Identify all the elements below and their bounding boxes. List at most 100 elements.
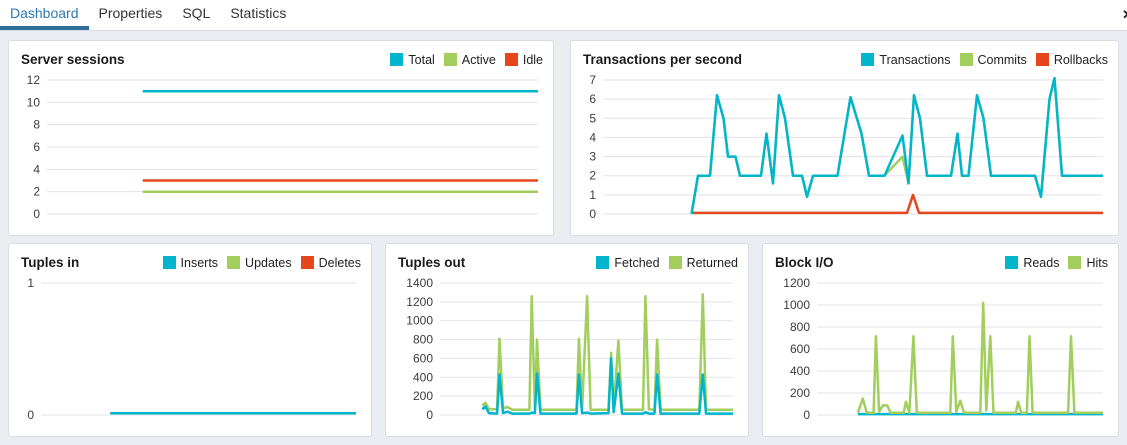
block-io-chart: 0 200 400 600 800 1000 1200 (771, 276, 1108, 430)
svg-text:400: 400 (790, 364, 810, 378)
legend-swatch-rollbacks (1035, 53, 1049, 66)
svg-text:0: 0 (803, 408, 810, 422)
svg-text:600: 600 (413, 351, 433, 365)
legend: Total Active Idle (390, 53, 543, 67)
panel-title: Block I/O (775, 255, 834, 270)
chart-svg: 0 200 400 600 800 1000 1200 1400 (406, 276, 733, 422)
panel-title: Server sessions (21, 52, 125, 67)
tab-properties[interactable]: Properties (98, 5, 163, 21)
legend-item: Idle (504, 52, 543, 67)
svg-text:6: 6 (33, 140, 40, 154)
legend-label: Transactions (879, 52, 951, 67)
svg-text:1: 1 (589, 188, 596, 202)
legend-item: Total (390, 52, 435, 67)
legend-swatch-returned (668, 256, 682, 269)
legend-swatch-commits (959, 53, 973, 66)
dashboard-content: Server sessions Total Active Idle 0 2 4 6 8 10 1… (0, 31, 1127, 445)
panel-title: Tuples out (398, 255, 466, 270)
legend-item: Hits (1068, 256, 1108, 270)
svg-text:0: 0 (426, 408, 433, 422)
svg-text:8: 8 (33, 118, 40, 132)
chart-svg: 01 (27, 276, 356, 422)
legend-label: Active (461, 52, 496, 67)
legend-item: Returned (668, 255, 738, 270)
svg-text:1400: 1400 (406, 276, 433, 290)
svg-text:6: 6 (589, 92, 596, 106)
svg-text:800: 800 (413, 333, 433, 347)
svg-text:1000: 1000 (783, 298, 810, 312)
server-sessions-chart: 0 2 4 6 8 10 12 (17, 73, 543, 229)
legend-label: Idle (522, 52, 543, 67)
tab-statistics[interactable]: Statistics (230, 5, 287, 21)
legend-label: Hits (1086, 255, 1108, 270)
svg-text:0: 0 (27, 408, 34, 422)
svg-text:4: 4 (589, 130, 596, 144)
svg-text:2: 2 (589, 169, 596, 183)
panel-title: Tuples in (21, 255, 80, 270)
svg-text:12: 12 (27, 73, 41, 87)
legend-label: Total (408, 52, 435, 67)
panel-server-sessions: Server sessions Total Active Idle 0 2 4 6 8 10 1… (8, 40, 554, 236)
legend: Transactions Commits Rollbacks (861, 53, 1108, 67)
legend-label: Commits (977, 52, 1027, 67)
chart-svg: 0 1 2 3 4 5 6 7 (589, 73, 1103, 221)
legend-swatch-hits (1068, 256, 1082, 269)
series-rollbacks (691, 193, 1103, 215)
legend-swatch-transactions (861, 53, 875, 66)
legend-swatch-fetched (596, 256, 610, 269)
svg-text:10: 10 (27, 95, 41, 109)
svg-text:1200: 1200 (406, 295, 433, 309)
panel-tuples-out: Tuples out Fetched Returned 0 200 400 600 800… (385, 243, 749, 437)
svg-text:0: 0 (589, 207, 596, 221)
svg-text:1000: 1000 (406, 314, 433, 328)
legend-label: Returned (686, 255, 738, 270)
legend-swatch-total (390, 53, 404, 66)
svg-text:0: 0 (33, 207, 40, 221)
legend-item: Inserts (162, 255, 219, 270)
legend-label: Reads (1023, 255, 1060, 270)
legend-label: Rollbacks (1053, 52, 1108, 67)
legend-item: Transactions (861, 52, 951, 67)
svg-text:2: 2 (33, 185, 40, 199)
transactions-per-second-chart: 0 1 2 3 4 5 6 7 (579, 73, 1108, 229)
svg-text:400: 400 (413, 370, 433, 384)
chart-svg: 0 2 4 6 8 10 12 (27, 73, 538, 221)
series-transactions (690, 76, 1103, 215)
tab-dashboard[interactable]: Dashboard (0, 0, 89, 30)
panel-title: Transactions per second (583, 52, 743, 67)
legend-label: Fetched (614, 255, 660, 270)
legend-item: Updates (227, 256, 292, 270)
svg-text:1: 1 (27, 276, 34, 290)
legend-item: Active (443, 52, 496, 67)
legend-item: Rollbacks (1035, 52, 1108, 67)
legend-swatch-active (443, 53, 457, 66)
panel-transactions-per-second: Transactions per second Transactions Comm… (570, 40, 1119, 236)
svg-text:200: 200 (790, 386, 810, 400)
legend-label: Deletes (318, 255, 361, 270)
legend: Fetched Returned (596, 256, 738, 270)
svg-text:800: 800 (790, 320, 810, 334)
close-icon[interactable]: ✕ (1122, 6, 1127, 24)
charts-row-1: Server sessions Total Active Idle 0 2 4 6 8 10 1… (8, 40, 1119, 236)
svg-text:7: 7 (589, 73, 596, 87)
panel-block-io: Block I/O Reads Hits 0 200 400 600 800 1000 120… (762, 243, 1119, 437)
legend-swatch-updates (227, 256, 241, 269)
legend-label: Updates (245, 255, 292, 270)
legend-label: Inserts (180, 255, 219, 270)
series-hits (856, 301, 1103, 415)
svg-text:5: 5 (589, 111, 596, 125)
tuples-out-chart: 0 200 400 600 800 1000 1200 1400 (394, 276, 738, 430)
svg-text:1200: 1200 (783, 276, 810, 290)
tab-sql[interactable]: SQL (182, 5, 211, 21)
svg-text:4: 4 (33, 162, 40, 176)
series-fetched (481, 357, 733, 415)
legend-item: Fetched (596, 255, 660, 270)
svg-text:3: 3 (589, 150, 596, 164)
legend: Inserts Updates Deletes (162, 255, 361, 270)
legend-swatch-inserts (162, 256, 176, 269)
legend-swatch-idle (504, 53, 518, 66)
chart-svg: 0 200 400 600 800 1000 1200 (783, 276, 1103, 422)
